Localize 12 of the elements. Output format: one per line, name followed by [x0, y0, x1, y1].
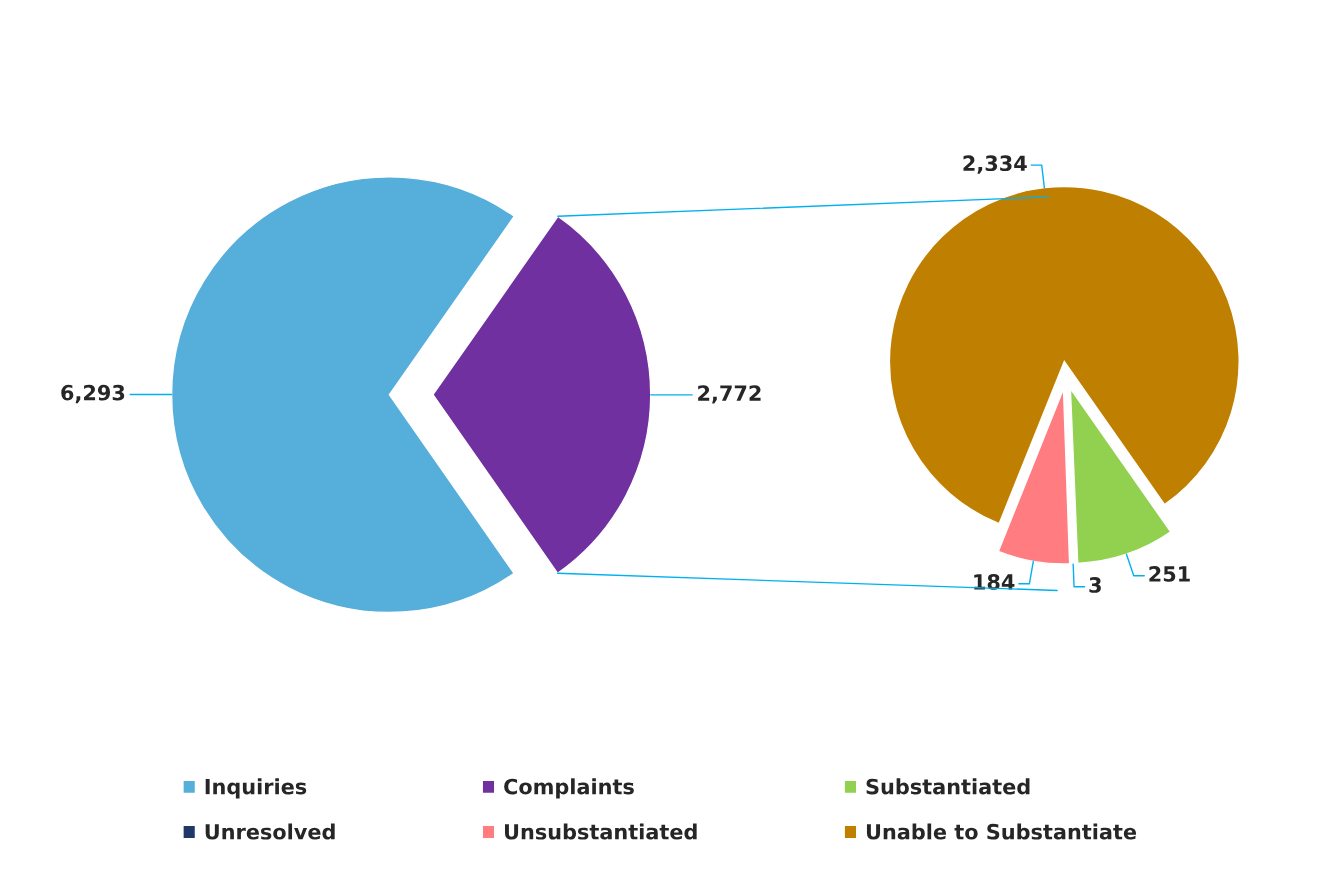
data-label: 3: [1089, 577, 1101, 593]
legend-label: Complaints: [504, 778, 634, 799]
data-label: 251: [1149, 566, 1190, 582]
legend-label: Unable to Substantiate: [866, 823, 1137, 840]
data-label: 2,772: [698, 385, 761, 404]
data-label: 184: [974, 574, 1015, 590]
legend-label: Inquiries: [205, 778, 307, 799]
legend-label: Unresolved: [205, 823, 335, 840]
legend-label: Unsubstantiated: [504, 823, 697, 840]
data-label: 6,293: [61, 384, 125, 404]
legend-label: Substantiated: [866, 778, 1030, 795]
data-label: 2,334: [963, 155, 1027, 174]
